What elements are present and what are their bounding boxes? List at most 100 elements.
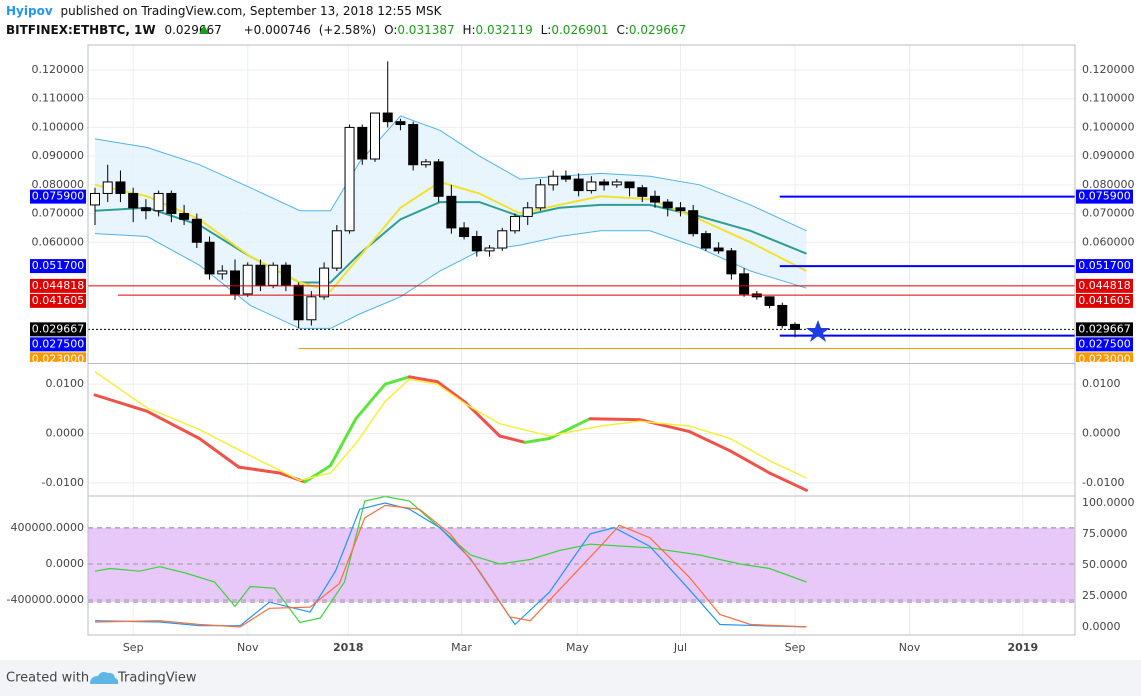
candle-body [548,175,559,186]
candle-body [433,161,444,197]
price-label: 0.029667 [1078,322,1131,335]
symbol: BITFINEX:ETHBTC, 1W [6,23,156,37]
candle-body [739,273,750,295]
oscillator-segment [768,471,808,492]
oscillator-segment [728,449,771,475]
candle-body [777,304,788,327]
x-tick-label: Jul [673,641,687,654]
candle-body [726,250,737,275]
candle-body [115,181,126,194]
price-label-box [1076,278,1133,293]
candle-body [790,323,800,330]
tv-logo[interactable] [90,672,119,684]
footer-brand[interactable]: TradingView [117,671,197,686]
ohlc-value: 0.029667 [629,23,686,37]
x-tick-label: 2018 [333,641,364,654]
y-tick-label: -0.0100 [42,476,84,489]
series-line [94,504,807,628]
oscillator-segment [383,375,411,386]
price-label-box [30,278,86,293]
change: +0.000746 [244,23,311,37]
y-tick-label: 0.070000 [1082,207,1135,220]
candle-body [688,210,699,235]
price-label-box [30,337,86,352]
oscillator-segment [498,434,527,444]
candle-body [459,227,470,238]
candle-body [675,207,686,212]
up-arrow [199,25,209,34]
candle-body [153,192,164,212]
oscillator-segment [588,417,642,422]
last-price: 0.029667 [164,23,221,37]
price-label-box [30,293,86,308]
price-label: 0.027500 [32,337,85,350]
candle-body [230,270,240,295]
price-label: 0.044818 [32,279,85,292]
candle-body [471,236,482,252]
price-label-box [1076,259,1133,274]
y-tick-label: 0.120000 [32,63,85,76]
candle-body [319,267,330,298]
author[interactable]: Hyipov [6,4,53,18]
star-marker [806,320,830,342]
y-tick-label: 0.090000 [1082,149,1135,162]
candle-body [586,181,597,192]
oscillator-segment [237,465,281,475]
candle-body [166,192,177,215]
y-tick-label: -0.0100 [1082,476,1124,489]
header-line-1: Hyipov published on TradingView.com, Sep… [6,4,443,18]
y-tick-label: 75.0000 [1082,527,1128,540]
oscillator-segment [197,437,241,469]
candle-body [191,218,202,243]
x-tick-label: 2019 [1008,641,1039,654]
x-tick-label: Sep [785,641,806,654]
price-label: 0.027500 [1078,337,1131,350]
ohlc-label: C: [616,23,628,37]
y-tick-label: 400000.0000 [11,521,84,534]
header-line-2: BITFINEX:ETHBTC, 1W 0.029667 +0.000746 (… [6,23,686,37]
candle-body [713,247,724,252]
oscillator-segment [407,375,439,384]
y-tick-label: 0.0000 [1082,427,1121,440]
price-label-box [1076,189,1133,204]
price-label: 0.023000 [1078,352,1131,365]
y-tick-label: 0.110000 [32,92,85,105]
candle-body [764,296,775,306]
price-label-box [30,259,86,274]
y-tick-label: 50.0000 [1082,558,1128,571]
ohlc-value: 0.026901 [551,23,608,37]
candle-body [560,175,571,180]
price-label: 0.075900 [1078,190,1131,203]
x-tick-label: Mar [451,641,472,654]
candle-body [306,296,317,321]
oscillator-segment [303,464,332,484]
candle-body [217,270,228,275]
candle-body [242,264,253,295]
published: published on TradingView.com, September … [60,4,442,18]
candle-body [344,126,355,232]
y-tick-label: 0.0000 [46,557,85,570]
candle-body [357,126,368,160]
candle-body [637,187,648,197]
y-tick-label: 0.0000 [1082,620,1121,633]
candle-body [90,192,100,206]
ohlc-label: H: [462,23,475,37]
price-label: 0.075900 [32,190,85,203]
price-label-box [30,322,86,337]
price-label-box [1076,337,1133,352]
candle-body [573,178,584,192]
y-tick-label: 0.110000 [1082,92,1135,105]
ohlc-value: 0.031387 [397,23,454,37]
candle-body [370,112,380,160]
y-tick-label: 0.060000 [1082,235,1135,248]
y-tick-label: -400000.0000 [7,593,84,606]
footer-bar [0,660,1141,696]
candle-body [662,201,673,209]
price-label-box [1076,293,1133,308]
candle-body [650,195,660,203]
y-tick-label: 0.070000 [32,207,85,220]
candle-body [408,124,419,166]
price-label-box [30,189,86,204]
price-label: 0.023000 [32,352,85,365]
